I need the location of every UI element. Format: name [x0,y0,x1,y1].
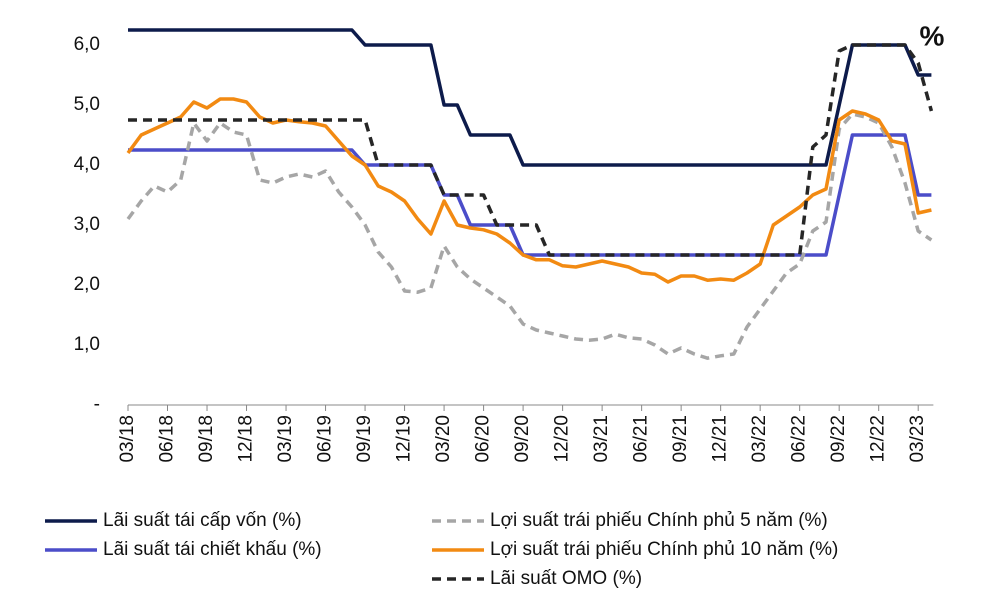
legend-label: Lợi suất trái phiếu Chính phủ 5 năm (%) [490,510,828,531]
y-tick-label: 3,0 [74,214,100,235]
x-tick-label: 03/20 [433,415,454,463]
y-tick-label: 2,0 [74,274,100,295]
x-tick-label: 06/22 [789,415,810,463]
legend-label: Lãi suất tái cấp vốn (%) [103,510,302,531]
legend-label: Lãi suất tái chiết khấu (%) [103,539,322,560]
x-tick-label: 12/18 [236,415,257,463]
x-tick-label: 12/21 [710,415,731,463]
x-tick-label: 09/20 [512,415,533,463]
y-tick-label: 5,0 [74,94,100,115]
legend-label: Lãi suất OMO (%) [490,568,642,589]
x-tick-label: 06/18 [157,415,178,463]
legend-label: Lợi suất trái phiếu Chính phủ 10 năm (%) [490,539,838,560]
x-tick-label: 09/22 [828,415,849,463]
x-tick-label: 06/19 [315,415,336,463]
y-tick-label: 4,0 [74,154,100,175]
y-tick-label: 1,0 [74,334,100,355]
y-tick-label: 6,0 [74,34,100,55]
series-line [126,97,932,284]
x-tick-label: 12/19 [394,415,415,463]
x-tick-label: 06/20 [473,415,494,463]
x-tick-label: 03/19 [275,415,296,463]
x-tick-label: 03/22 [749,415,770,463]
series-line [126,112,933,360]
unit-annotation: % [920,20,945,51]
x-tick-label: 09/18 [196,415,217,463]
x-tick-label: 12/22 [868,415,889,463]
x-tick-label: 09/21 [670,415,691,463]
series-line [128,28,932,167]
x-tick-label: 03/18 [117,415,138,463]
x-tick-label: 12/20 [552,415,573,463]
x-tick-label: 03/23 [907,415,928,463]
x-tick-label: 06/21 [631,415,652,463]
x-tick-label: 03/21 [591,415,612,463]
y-tick-label: - [94,394,100,415]
x-tick-label: 09/19 [354,415,375,463]
series-line [128,133,932,257]
